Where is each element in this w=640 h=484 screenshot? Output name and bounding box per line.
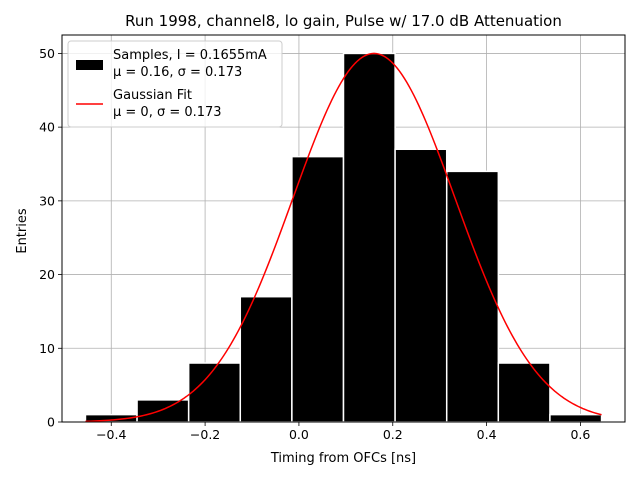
gaussian-fit-layer <box>85 52 602 423</box>
histogram-bar <box>445 170 500 423</box>
histogram-bar <box>497 362 551 423</box>
x-tick-label: 0.0 <box>289 427 309 442</box>
chart-title: Run 1998, channel8, lo gain, Pulse w/ 17… <box>125 12 562 30</box>
y-axis-label: Entries <box>15 208 30 254</box>
x-tick-label: −0.2 <box>190 427 220 442</box>
axis-ticks: −0.4 −0.2 0.0 0.2 0.4 0.6 0 10 20 30 40 50 <box>39 46 590 442</box>
x-tick-label: 0.6 <box>570 427 590 442</box>
x-tick-label: 0.4 <box>477 427 497 442</box>
histogram-bar <box>291 155 345 423</box>
histogram-bar <box>342 52 396 423</box>
legend: Samples, I = 0.1655mA μ = 0.16, σ = 0.17… <box>67 40 283 128</box>
y-tick-label: 50 <box>39 46 55 61</box>
histogram-bar <box>549 413 603 423</box>
x-axis-label: Timing from OFCs [ns] <box>270 451 416 466</box>
gaussian-fit-curve <box>85 52 602 423</box>
histogram-bars <box>84 52 603 423</box>
histogram-bar <box>394 148 448 423</box>
y-tick-label: 20 <box>39 267 55 282</box>
y-tick-label: 40 <box>39 120 55 135</box>
legend-fit-stats: μ = 0, σ = 0.173 <box>113 105 222 120</box>
x-tick-label: 0.2 <box>383 427 403 442</box>
legend-samples-label: Samples, I = 0.1655mA <box>113 48 267 63</box>
histogram-bar <box>136 399 190 423</box>
legend-samples-stats: μ = 0.16, σ = 0.173 <box>113 65 242 80</box>
legend-box <box>67 40 283 128</box>
x-tick-label: −0.4 <box>96 427 126 442</box>
y-tick-label: 30 <box>39 193 55 208</box>
histogram-bar <box>187 362 242 423</box>
legend-samples-swatch <box>76 60 103 70</box>
y-tick-label: 10 <box>39 341 55 356</box>
legend-fit-label: Gaussian Fit <box>113 88 192 103</box>
histogram-bar <box>239 295 293 423</box>
y-tick-label: 0 <box>47 415 55 430</box>
axes-frame <box>61 34 626 423</box>
